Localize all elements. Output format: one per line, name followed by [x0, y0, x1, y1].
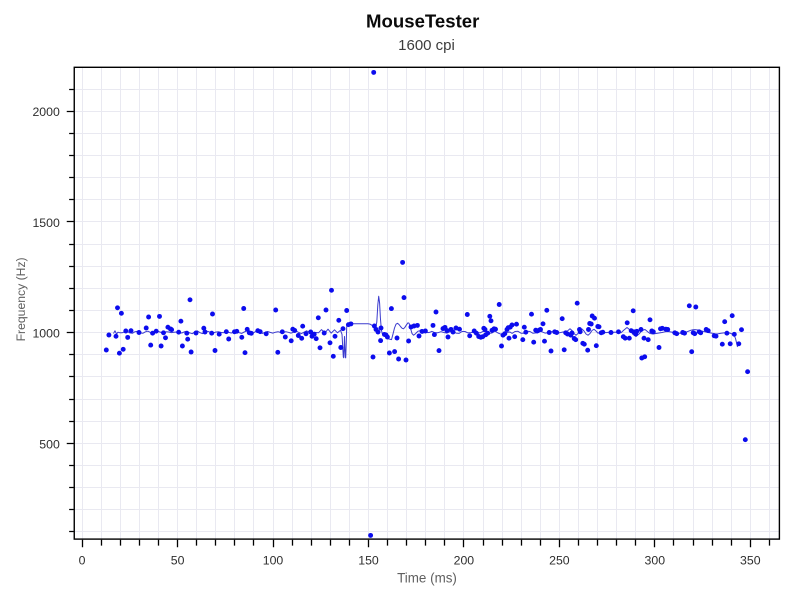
- svg-text:MouseTester: MouseTester: [366, 11, 479, 32]
- svg-text:1000: 1000: [32, 327, 60, 341]
- svg-text:2000: 2000: [32, 105, 60, 119]
- svg-text:0: 0: [79, 553, 86, 567]
- svg-text:350: 350: [740, 553, 761, 567]
- svg-text:1600 cpi: 1600 cpi: [398, 37, 455, 54]
- svg-text:Time (ms): Time (ms): [397, 570, 457, 585]
- svg-text:Frequency (Hz): Frequency (Hz): [14, 257, 28, 341]
- svg-text:1500: 1500: [32, 216, 60, 230]
- svg-text:200: 200: [454, 553, 475, 567]
- svg-text:500: 500: [39, 437, 60, 451]
- svg-text:300: 300: [645, 553, 666, 567]
- svg-text:50: 50: [171, 553, 185, 567]
- svg-text:100: 100: [263, 553, 284, 567]
- svg-text:250: 250: [549, 553, 570, 567]
- svg-text:150: 150: [358, 553, 379, 567]
